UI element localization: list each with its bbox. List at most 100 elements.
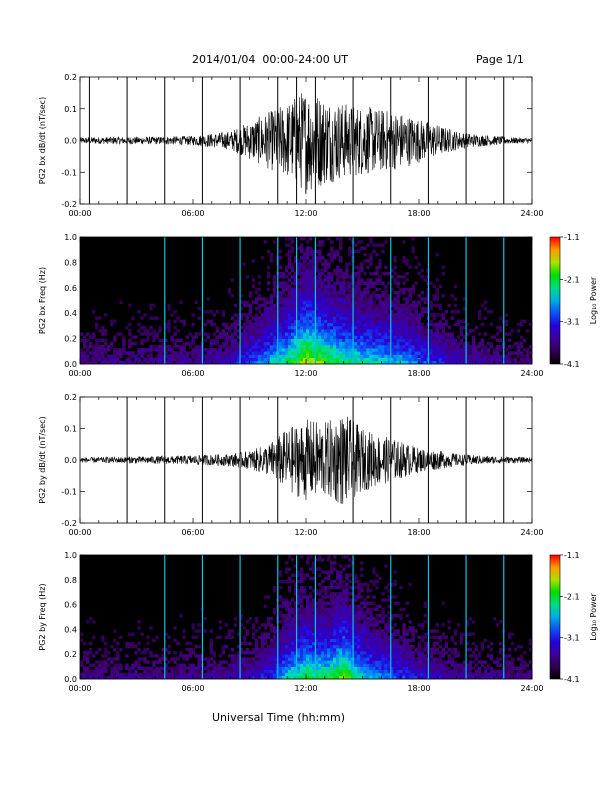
spectrogram-cell (266, 341, 271, 346)
spectrogram-cell (230, 660, 235, 664)
spectrogram-cell (369, 629, 373, 633)
spectrogram-cell (300, 651, 304, 655)
spectrogram-cell (321, 297, 325, 301)
spectrogram-cell (293, 319, 298, 324)
spectrogram-cell (158, 675, 162, 680)
spectrogram-cell (375, 651, 379, 655)
spectrogram-cell (251, 316, 256, 320)
spectrogram-cell (342, 651, 346, 655)
spectrogram-cell (396, 281, 400, 285)
spectrogram-cell (339, 669, 343, 674)
spectrogram-cell (300, 617, 304, 621)
spectrogram-cell (405, 613, 409, 618)
spectrogram-cell (414, 344, 418, 349)
spectrogram-cell (432, 316, 436, 320)
spectrogram-cell (233, 354, 238, 358)
spectrogram-cell (453, 348, 458, 352)
spectrogram-cell (396, 360, 400, 365)
spectrogram-cell (393, 303, 397, 308)
spectrogram-cell (281, 306, 286, 311)
spectrogram-cell (318, 592, 322, 596)
spectrogram-cell (357, 613, 361, 618)
spectrogram-cell (477, 316, 482, 320)
spectrogram-cell (212, 666, 216, 670)
spectrogram-cell (405, 344, 409, 349)
spectrogram-cell (257, 351, 262, 355)
spectrogram-cell (435, 354, 439, 358)
spectrogram-cell (393, 601, 397, 605)
spectrogram-cell (447, 360, 451, 365)
spectrogram-cell (297, 654, 301, 658)
spectrogram-cell (330, 666, 334, 670)
spectrogram-cell (357, 592, 361, 596)
spectrogram-cell (372, 607, 376, 612)
spectrogram-cell (146, 360, 150, 365)
spectrogram-cell (306, 351, 310, 355)
spectrogram-cell (266, 335, 271, 339)
spectrogram-cell (375, 604, 379, 608)
spectrogram-cell (523, 354, 527, 358)
spectrogram-cell (357, 595, 361, 599)
spectrogram-cell (354, 316, 358, 320)
spectrogram-cell (453, 354, 458, 358)
spectrogram-cell (435, 338, 439, 343)
spectrogram-cell (251, 669, 256, 674)
spectrogram-cell (146, 660, 150, 664)
spectrogram-cell (281, 291, 286, 295)
spectrogram-cell (348, 573, 352, 577)
spectrogram-cell (441, 341, 445, 346)
spectrogram-cell (251, 351, 256, 355)
spectrogram-cell (278, 335, 283, 339)
spectrogram-cell (411, 669, 415, 674)
spectrogram-cell (495, 672, 500, 677)
spectrogram-cell (330, 360, 334, 365)
spectrogram-cell (381, 663, 385, 667)
spectrogram-cell (453, 341, 458, 346)
spectrogram-cell (354, 303, 358, 308)
spectrogram-cell (336, 629, 340, 633)
spectrogram-cell (354, 344, 358, 349)
spectrogram-cell (158, 660, 162, 664)
spectrogram-cell (242, 666, 247, 670)
spectrogram-cell (408, 666, 412, 670)
spectrogram-cell (284, 641, 289, 646)
spectrogram-cell (333, 341, 337, 346)
spectrogram-cell (143, 651, 147, 655)
spectrogram-cell (330, 275, 334, 279)
spectrogram-cell (315, 669, 319, 674)
spectrogram-cell (492, 357, 497, 362)
spectrogram-cell (137, 641, 141, 646)
spectrogram-cell (300, 592, 304, 596)
spectrogram-cell (330, 579, 334, 584)
spectrogram-cell (378, 620, 382, 624)
spectrogram-cell (245, 360, 250, 365)
spectrogram-cell (381, 657, 385, 661)
waveform-series (79, 77, 532, 204)
spectrogram-cell (315, 243, 319, 247)
spectrogram-cell (263, 240, 268, 244)
spectrogram-cell (354, 357, 358, 362)
spectrogram-cell (179, 351, 183, 355)
spectrogram-cell (318, 657, 322, 661)
spectrogram-cell (297, 344, 301, 349)
spectrogram-cell (363, 360, 367, 365)
spectrogram-cell (369, 294, 373, 298)
spectrogram-cell (438, 360, 442, 365)
spectrogram-cell (309, 300, 313, 304)
spectrogram-cell (167, 319, 171, 324)
spectrogram-cell (309, 555, 313, 559)
spectrogram-cell (453, 651, 458, 655)
spectrogram-cell (309, 322, 313, 327)
spectrogram-cell (513, 341, 518, 346)
spectrogram-cell (369, 669, 373, 674)
spectrogram-cell (128, 669, 132, 674)
spectrogram-cell (459, 357, 464, 362)
spectrogram-cell (272, 360, 277, 365)
spectrogram-cell (128, 675, 132, 680)
spectrogram-cell (354, 654, 358, 658)
spectrogram-cell (372, 629, 376, 633)
spectrogram-cell (372, 672, 376, 677)
spectrogram-cell (242, 675, 247, 680)
spectrogram-cell (399, 306, 403, 311)
spectrogram-cell (357, 249, 361, 254)
